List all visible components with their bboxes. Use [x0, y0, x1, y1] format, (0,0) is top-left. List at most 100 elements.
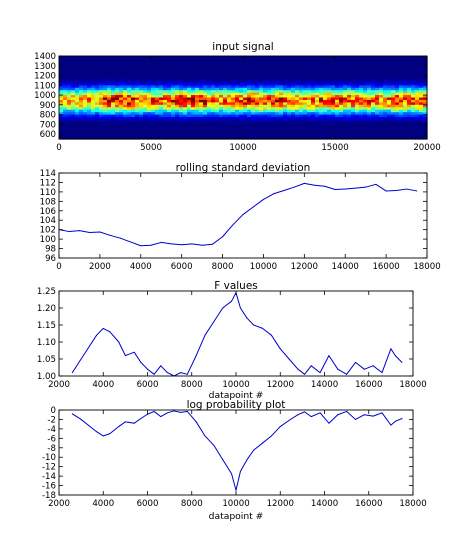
heatmap-cell: [99, 99, 104, 103]
heatmap-cell: [99, 82, 104, 86]
heatmap-cell: [255, 85, 260, 89]
heatmap-cell: [151, 92, 156, 96]
heatmap-cell: [311, 114, 316, 118]
heatmap-cell: [183, 60, 188, 64]
heatmap-cell: [75, 109, 80, 113]
heatmap-cell: [223, 65, 228, 69]
heatmap-cell: [195, 99, 200, 103]
heatmap-cell: [103, 70, 108, 74]
y-tick-label: 1.05: [37, 355, 56, 365]
heatmap-cell: [183, 80, 188, 84]
heatmap-cell: [119, 90, 124, 94]
heatmap-cell: [95, 85, 100, 89]
heatmap-cell: [347, 107, 352, 111]
heatmap-cell: [327, 58, 332, 62]
heatmap-cell: [251, 112, 256, 116]
heatmap-cell: [271, 65, 276, 69]
data-point: [270, 435, 272, 437]
heatmap-cell: [399, 104, 404, 108]
heatmap-cell: [291, 82, 296, 86]
heatmap-cell: [263, 75, 268, 79]
heatmap-cell: [175, 121, 180, 125]
heatmap-cell: [319, 80, 324, 84]
heatmap-cell: [299, 114, 304, 118]
heatmap-cell: [199, 124, 204, 128]
heatmap-cell: [355, 112, 360, 116]
heatmap-cell: [239, 58, 244, 62]
heatmap-cell: [167, 58, 172, 62]
heatmap-cell: [171, 97, 176, 101]
heatmap-cell: [155, 97, 160, 101]
heatmap-cell: [127, 126, 132, 130]
heatmap-cell: [243, 95, 248, 99]
heatmap-cell: [227, 136, 232, 140]
y-tick-label: 1.15: [37, 321, 56, 331]
heatmap-cell: [215, 68, 220, 72]
heatmap-cell: [339, 58, 344, 62]
heatmap-cell: [327, 85, 332, 89]
heatmap-cell: [271, 87, 276, 91]
heatmap-cell: [207, 65, 212, 69]
heatmap-cell: [159, 124, 164, 128]
heatmap-cell: [335, 92, 340, 96]
heatmap-cell: [359, 97, 364, 101]
heatmap-cell: [263, 121, 268, 125]
heatmap-cell: [371, 60, 376, 64]
heatmap-cell: [315, 104, 320, 108]
heatmap-cell: [263, 90, 268, 94]
heatmap-cell: [375, 87, 380, 91]
heatmap-cell: [295, 63, 300, 67]
heatmap-cell: [207, 90, 212, 94]
heatmap-cell: [199, 77, 204, 82]
heatmap-cell: [323, 87, 328, 91]
heatmap-cell: [123, 134, 128, 138]
heatmap-cell: [79, 136, 84, 140]
heatmap-cell: [59, 63, 64, 67]
heatmap-cell: [403, 107, 408, 111]
heatmap-cell: [235, 112, 240, 116]
heatmap-cell: [347, 117, 352, 121]
heatmap-cell: [187, 97, 192, 101]
heatmap-cell: [287, 121, 292, 125]
heatmap-cell: [315, 99, 320, 103]
heatmap-cell: [71, 58, 76, 62]
data-point: [78, 230, 80, 232]
heatmap-cell: [279, 95, 284, 99]
heatmap-cell: [167, 70, 172, 74]
heatmap-cell: [207, 126, 212, 130]
series-line-1: [58, 182, 417, 247]
heatmap-cell: [251, 82, 256, 86]
heatmap-cell: [375, 129, 380, 133]
heatmap-cell: [223, 58, 228, 62]
heatmap-cell: [279, 119, 284, 123]
heatmap-cell: [159, 68, 164, 72]
heatmap-cell: [299, 117, 304, 121]
heatmap-cell: [383, 121, 388, 125]
heatmap-cell: [351, 121, 356, 125]
heatmap-cell: [299, 68, 304, 72]
heatmap-cell: [87, 117, 92, 121]
heatmap-cell: [175, 95, 180, 99]
heatmap-cell: [223, 70, 228, 74]
heatmap-cell: [255, 119, 260, 123]
heatmap-cell: [395, 134, 400, 138]
heatmap-cell: [315, 73, 320, 77]
heatmap-cell: [207, 136, 212, 140]
heatmap-cell: [363, 109, 368, 113]
heatmap-cell: [335, 75, 340, 79]
heatmap-cell: [155, 109, 160, 113]
heatmap-cell: [423, 136, 428, 140]
heatmap-cell: [179, 63, 184, 67]
heatmap-cell: [319, 82, 324, 86]
x-tick-label: 15000: [321, 143, 348, 153]
heatmap-cell: [247, 85, 252, 89]
heatmap-cell: [363, 65, 368, 69]
heatmap-cell: [131, 117, 136, 121]
heatmap-cell: [79, 85, 84, 89]
heatmap-cell: [103, 109, 108, 113]
heatmap-cell: [387, 119, 392, 123]
heatmap-cell: [91, 63, 96, 67]
heatmap-cell: [203, 56, 208, 60]
heatmap-cell: [291, 107, 296, 111]
heatmap-cell: [187, 109, 192, 113]
